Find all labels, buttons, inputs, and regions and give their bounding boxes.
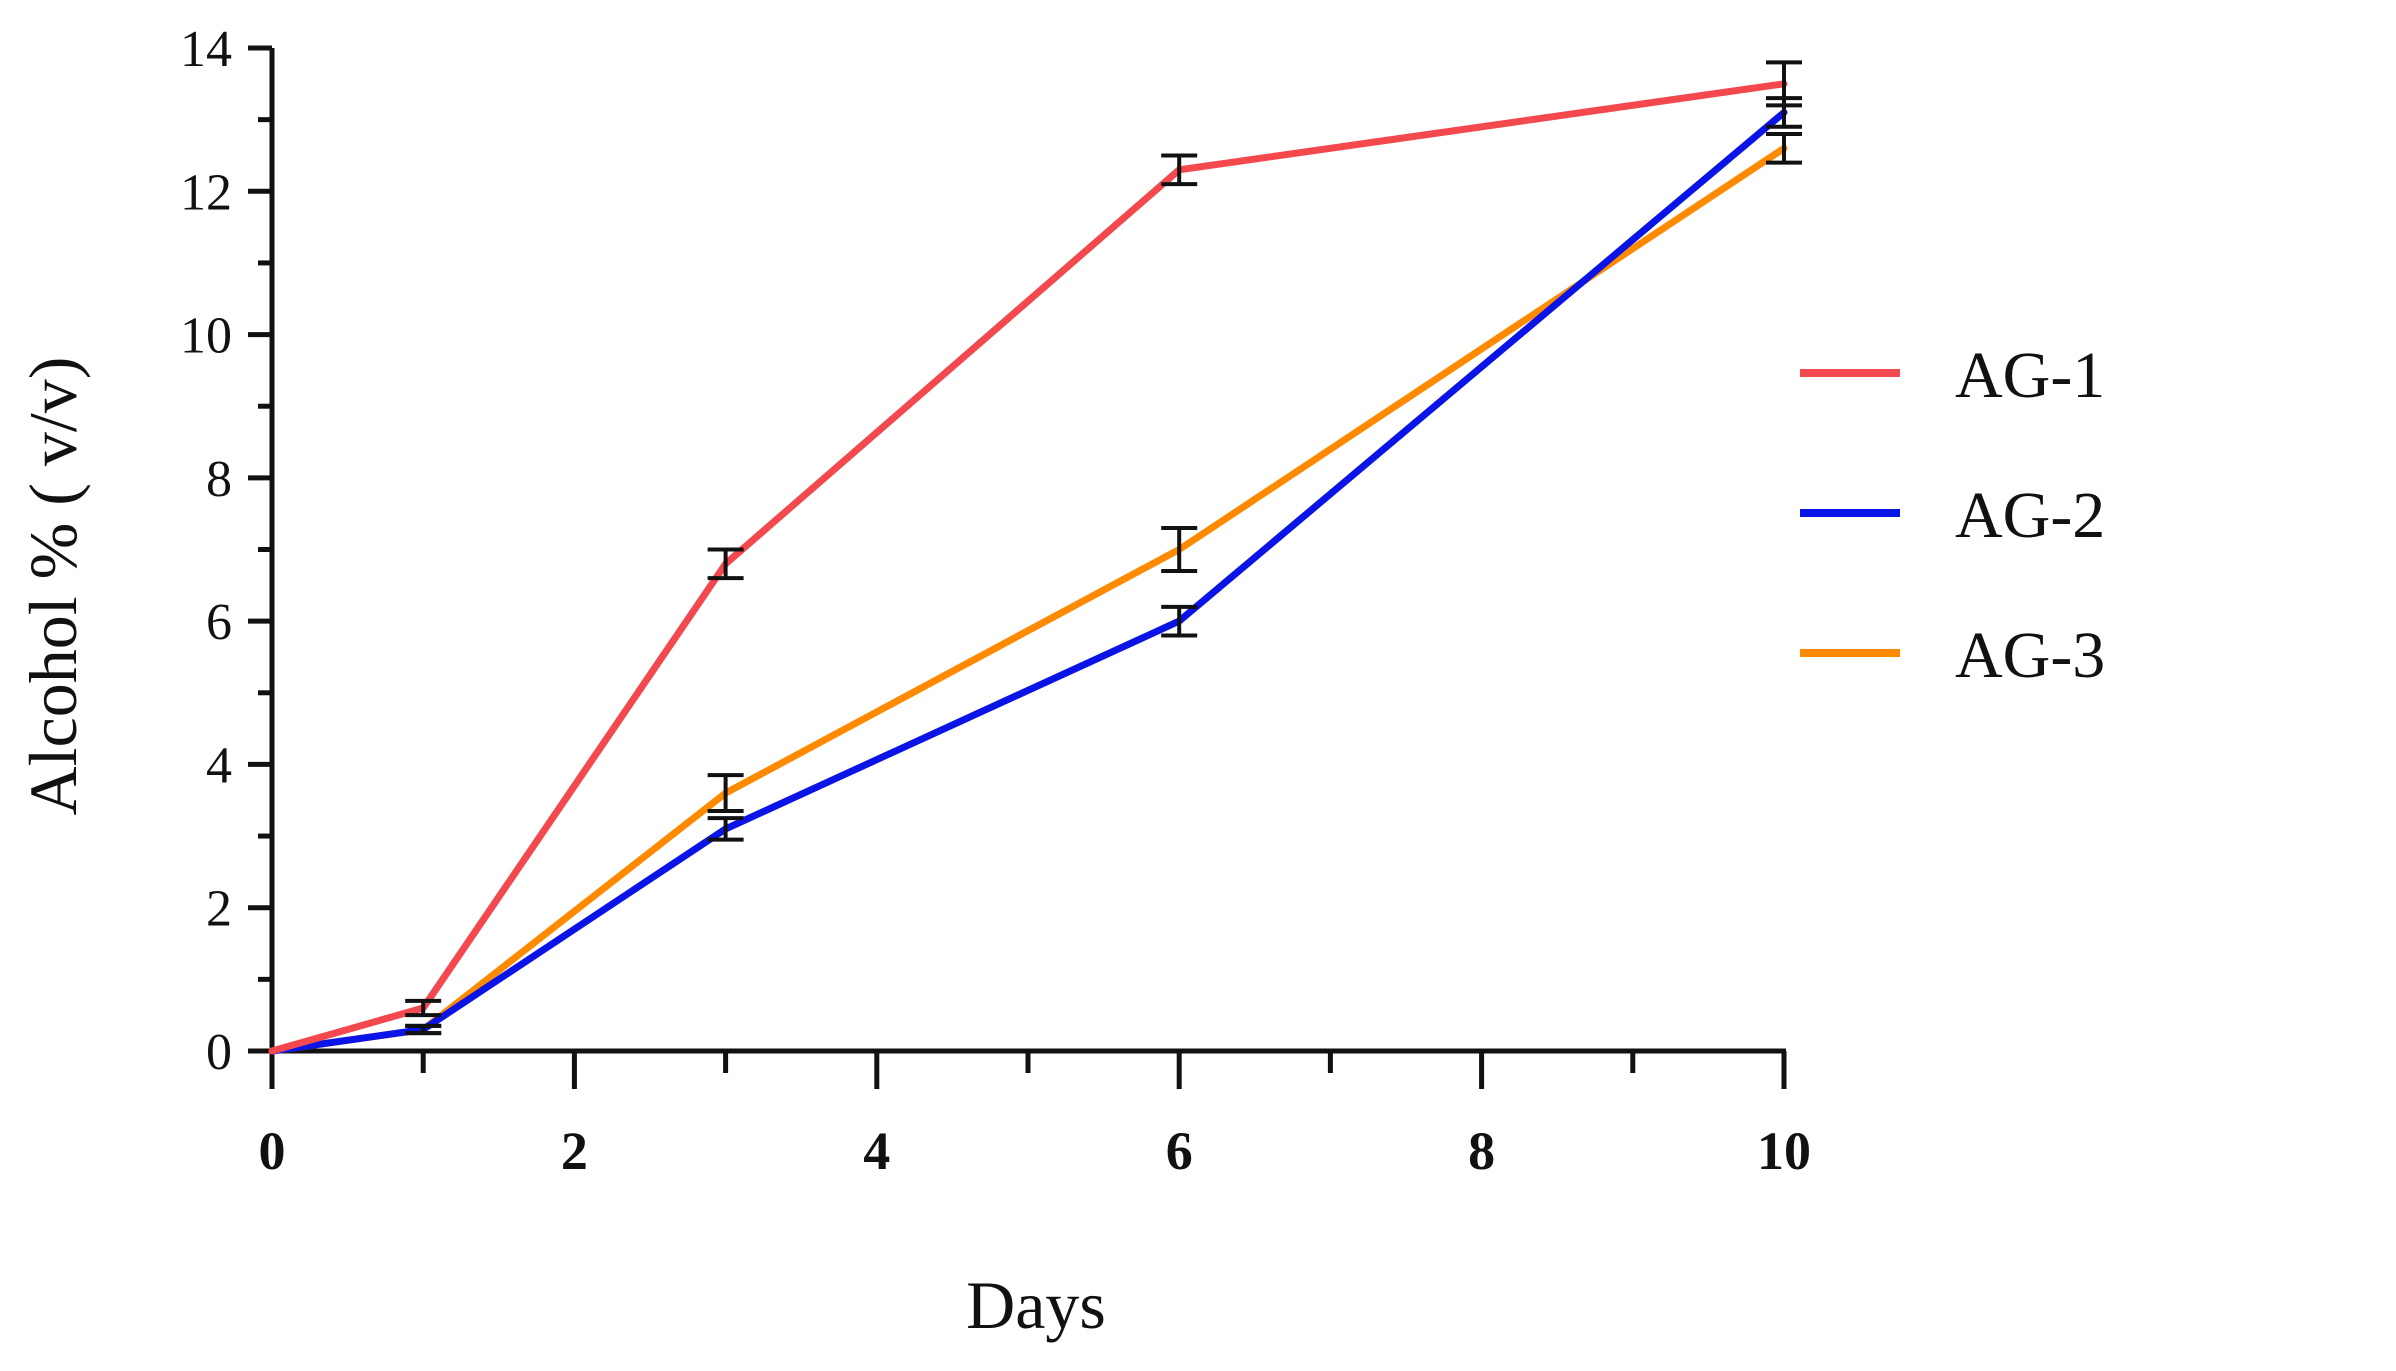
y-tick-label: 2 [206,881,232,938]
legend: AG-1 AG-2 AG-3 [1800,339,2105,692]
error-bar-AG-3 [1766,131,1802,165]
y-axis-title: Alcohol % ( v/v) [15,357,91,816]
legend-label: AG-1 [1955,339,2105,412]
error-bar-AG-1 [1161,153,1198,187]
error-bar-AG-2 [1766,96,1802,129]
series-line-AG-3 [268,144,1788,1055]
x-axis-title: Days [966,1267,1106,1343]
error-bar-AG-1 [707,547,744,581]
legend-item-AG-3: AG-3 [1800,619,2105,692]
series-line-AG-1 [268,80,1788,1055]
error-bar-AG-2 [1161,604,1198,638]
y-tick-label: 14 [180,21,232,78]
y-tick-label: 8 [206,451,232,508]
y-tick-label: 4 [206,737,232,794]
x-tick-label: 2 [561,1121,588,1181]
y-tick-label: 6 [206,594,232,651]
legend-label: AG-3 [1955,619,2105,692]
error-bars [405,60,1802,1036]
y-tick-label: 12 [180,164,232,221]
error-bar-AG-2 [707,816,744,842]
x-tick-label: 8 [1468,1121,1495,1181]
axes [248,45,1787,1089]
error-bar-AG-1 [405,998,442,1018]
series-line-AG-2 [268,109,1788,1055]
series-lines [268,80,1788,1055]
x-tick-label: 4 [863,1121,890,1181]
x-tick-label: 0 [259,1121,286,1181]
y-tick-label: 0 [206,1024,232,1081]
legend-item-AG-1: AG-1 [1800,339,2105,412]
error-bar-AG-3 [1161,526,1198,573]
error-bar-AG-3 [405,1023,442,1036]
tick-labels: 0 2 4 6 8 10 12 14 0 2 4 6 8 10 [180,21,1811,1181]
x-tick-label: 10 [1757,1121,1811,1181]
legend-label: AG-2 [1955,479,2105,552]
error-bar-AG-3 [707,773,744,813]
legend-item-AG-2: AG-2 [1800,479,2105,552]
x-tick-label: 6 [1166,1121,1193,1181]
y-tick-label: 10 [180,308,232,365]
